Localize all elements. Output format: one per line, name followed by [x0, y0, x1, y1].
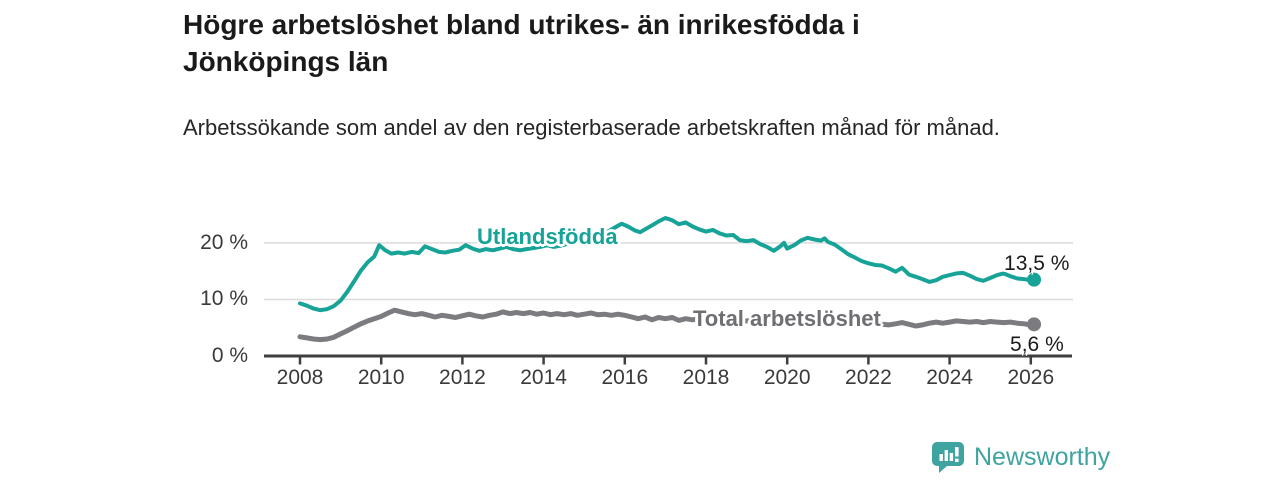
chart-title: Högre arbetslöshet bland utrikes- än inr… [183, 9, 860, 77]
x-tick-label-2024: 2024 [926, 366, 973, 389]
y-tick-label-0: 0 % [211, 344, 248, 367]
series-end-dot-total-arbetsl-shet [1027, 317, 1042, 332]
series-line-utlandsf-dda [298, 216, 1036, 313]
series-label-utlandsf-dda: Utlandsfödda [477, 224, 618, 249]
series-end-dot-utlandsf-dda [1027, 272, 1042, 287]
series-label-total-arbetsl-shet: Total arbetslöshet [693, 306, 881, 331]
x-tick-label-2014: 2014 [520, 366, 567, 389]
y-tick-label-10: 10 % [200, 287, 248, 311]
chart-subtitle: Arbetssökande som andel av den registerb… [183, 115, 1000, 140]
x-tick-label-2016: 2016 [601, 366, 649, 389]
x-tick-label-2022: 2022 [845, 366, 892, 389]
newsworthy-wordmark: Newsworthy [974, 443, 1111, 471]
newsworthy-bubble-chart-icon [932, 442, 964, 473]
newsworthy-logo[interactable]: Newsworthy [932, 440, 1110, 474]
x-tick-label-2026: 2026 [1007, 366, 1055, 389]
x-tick-label-2008: 2008 [276, 366, 324, 389]
x-tick-label-2012: 2012 [439, 366, 486, 389]
end-value-label-utlandsf-dda: 13,5 % [1004, 251, 1070, 275]
y-tick-label-20: 20 % [200, 230, 248, 254]
x-tick-label-2018: 2018 [682, 366, 730, 389]
series-line-total-arbetsl-shet [297, 307, 1037, 343]
x-tick-label-2020: 2020 [763, 366, 811, 389]
end-value-label-total-arbetsl-shet: 5,6 % [1010, 333, 1064, 357]
x-tick-label-2010: 2010 [357, 366, 405, 389]
